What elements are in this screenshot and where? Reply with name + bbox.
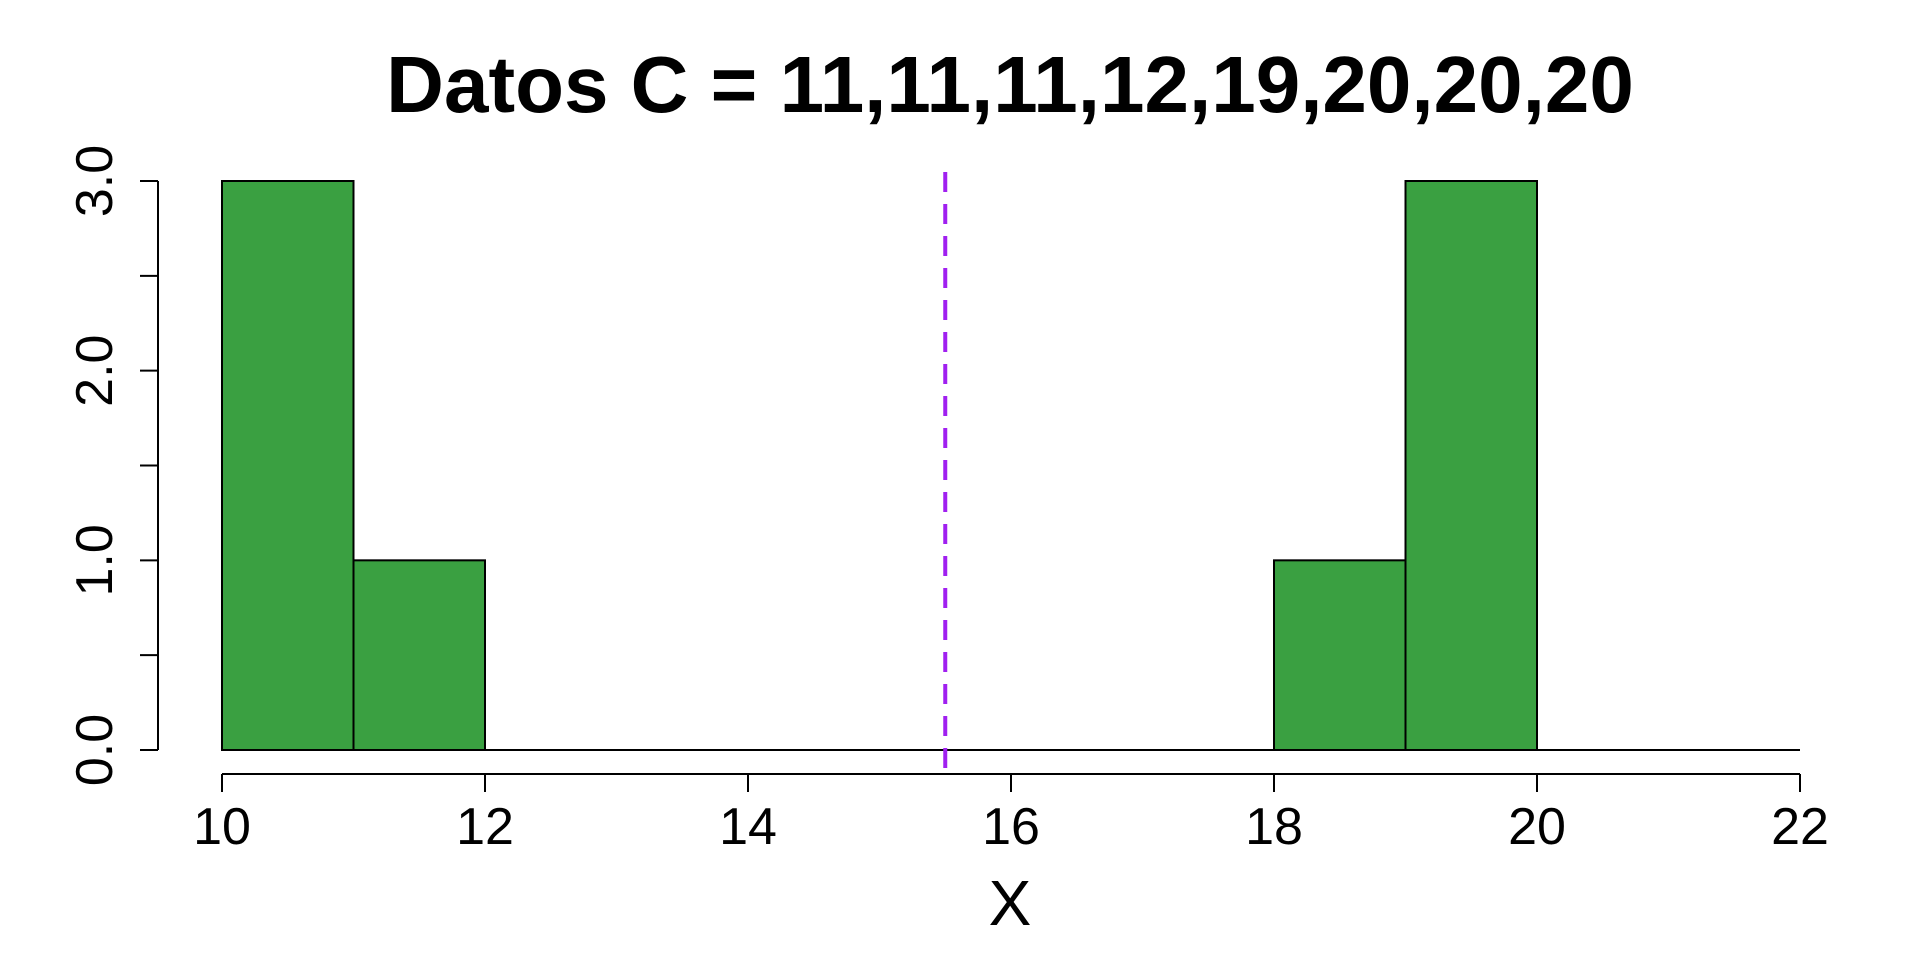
x-tick-label-1: 12 [456,798,514,856]
histogram-bar-9 [1404,180,1538,751]
y-axis: 0.0 1.0 2.0 3.0 [66,145,159,786]
y-tick-label-2: 1.0 [66,524,124,596]
x-axis: 10 12 14 16 18 20 22 [193,773,1829,856]
x-tick-label-6: 22 [1771,798,1829,856]
x-tick-label-3: 16 [982,798,1040,856]
x-tick-label-5: 20 [1508,798,1566,856]
y-tick-label-0: 0.0 [66,714,124,786]
x-tick-label-2: 14 [719,798,777,856]
histogram-bar-8 [1273,559,1407,751]
bars-group [221,180,1800,751]
x-axis-label: X [989,867,1032,939]
y-tick-label-4: 2.0 [66,335,124,407]
histogram-bar-0 [221,180,355,751]
chart-title: Datos C = 11,11,11,12,19,20,20,20 [386,40,1634,129]
x-tick-label-4: 18 [1245,798,1303,856]
x-tick-label-0: 10 [193,798,251,856]
histogram-bar-1 [352,559,486,751]
y-tick-label-6: 3.0 [66,145,124,217]
